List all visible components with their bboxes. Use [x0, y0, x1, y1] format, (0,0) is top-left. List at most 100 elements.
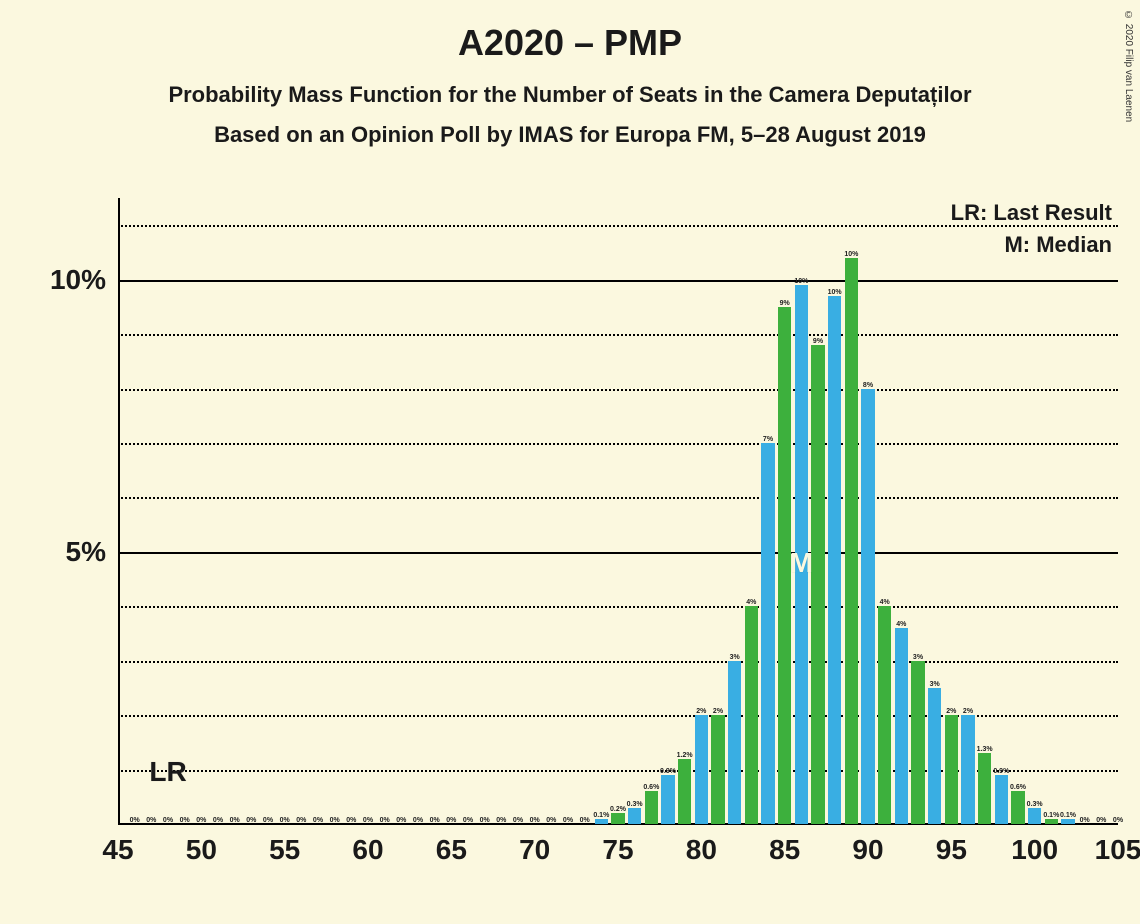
pmf-bar: 0.1% [1045, 819, 1059, 824]
pmf-bar: 0.3% [628, 808, 642, 824]
bar-value-label: 0% [1113, 817, 1123, 824]
pmf-bar: 0.6% [645, 791, 659, 824]
bar-value-label: 9% [813, 338, 823, 345]
x-tick-label: 80 [686, 824, 717, 866]
bar-value-label: 1.2% [677, 752, 693, 759]
gridline-minor [118, 606, 1118, 608]
bar-value-label: 0% [380, 817, 390, 824]
bar-value-label: 2% [696, 708, 706, 715]
bar-value-label: 4% [880, 599, 890, 606]
pmf-bar: 9% [811, 345, 825, 824]
chart-title: A2020 – PMP [0, 0, 1140, 64]
pmf-bar: 0.3% [1028, 808, 1042, 824]
bar-value-label: 0% [346, 817, 356, 824]
pmf-bar: 2% [945, 715, 959, 824]
pmf-bar: 0.6% [1011, 791, 1025, 824]
bar-value-label: 7% [763, 436, 773, 443]
bar-value-label: 0% [363, 817, 373, 824]
bar-value-label: 0% [580, 817, 590, 824]
pmf-bar: 4% [895, 628, 909, 824]
bar-value-label: 0.3% [1027, 801, 1043, 808]
pmf-bar: 3% [928, 688, 942, 824]
bar-value-label: 0% [130, 817, 140, 824]
x-tick-label: 100 [1011, 824, 1058, 866]
x-tick-label: 45 [102, 824, 133, 866]
x-tick-label: 70 [519, 824, 550, 866]
pmf-bar: 0.1% [595, 819, 609, 824]
pmf-bar: 10% [828, 296, 842, 824]
bar-value-label: 0.9% [660, 768, 676, 775]
y-axis-line [118, 198, 120, 824]
bar-value-label: 4% [746, 599, 756, 606]
bar-value-label: 0% [546, 817, 556, 824]
bar-value-label: 0% [563, 817, 573, 824]
bar-value-label: 0% [230, 817, 240, 824]
pmf-bar: 0.2% [611, 813, 625, 824]
pmf-bar: 2% [695, 715, 709, 824]
x-tick-label: 105 [1095, 824, 1140, 866]
pmf-bar: 3% [911, 661, 925, 824]
bar-value-label: 0% [463, 817, 473, 824]
legend-m: M: Median [1004, 232, 1112, 258]
y-tick-label: 5% [66, 536, 118, 568]
bar-value-label: 0% [413, 817, 423, 824]
bar-value-label: 8% [863, 382, 873, 389]
bar-value-label: 0% [246, 817, 256, 824]
bar-value-label: 10% [828, 289, 842, 296]
gridline-minor [118, 443, 1118, 445]
marker-median: M [790, 547, 813, 579]
x-tick-label: 95 [936, 824, 967, 866]
pmf-bar: 1.2% [678, 759, 692, 824]
bar-value-label: 0% [513, 817, 523, 824]
pmf-bar: 2% [711, 715, 725, 824]
x-tick-label: 65 [436, 824, 467, 866]
pmf-bar: 8% [861, 389, 875, 824]
bar-value-label: 2% [963, 708, 973, 715]
bar-value-label: 0% [496, 817, 506, 824]
x-tick-label: 90 [852, 824, 883, 866]
bar-value-label: 0% [163, 817, 173, 824]
bar-value-label: 1.3% [977, 746, 993, 753]
bar-value-label: 0% [446, 817, 456, 824]
x-tick-label: 60 [352, 824, 383, 866]
gridline-minor [118, 334, 1118, 336]
pmf-bar: 7% [761, 443, 775, 824]
bar-value-label: 0% [1096, 817, 1106, 824]
y-tick-label: 10% [50, 264, 118, 296]
bar-value-label: 0% [263, 817, 273, 824]
legend-lr: LR: Last Result [951, 200, 1112, 226]
bar-value-label: 0% [313, 817, 323, 824]
plot-area: 5%10%45505560657075808590951001050%0%0%0… [118, 198, 1118, 824]
gridline-minor [118, 661, 1118, 663]
pmf-bar: 0.9% [661, 775, 675, 824]
bar-value-label: 0% [330, 817, 340, 824]
bar-value-label: 2% [713, 708, 723, 715]
bar-value-label: 0% [480, 817, 490, 824]
bar-value-label: 0.1% [1043, 812, 1059, 819]
pmf-bar: 2% [961, 715, 975, 824]
gridline-minor [118, 497, 1118, 499]
pmf-bar: 1.3% [978, 753, 992, 824]
bar-value-label: 0.9% [993, 768, 1009, 775]
pmf-bar: 4% [878, 606, 892, 824]
bar-value-label: 0% [280, 817, 290, 824]
bar-value-label: 0% [530, 817, 540, 824]
bar-value-label: 0.1% [1060, 812, 1076, 819]
x-tick-label: 85 [769, 824, 800, 866]
bar-value-label: 3% [730, 654, 740, 661]
pmf-bar: 10% [845, 258, 859, 824]
gridline-major [118, 280, 1118, 282]
pmf-chart: 5%10%45505560657075808590951001050%0%0%0… [118, 198, 1118, 824]
bar-value-label: 0.3% [627, 801, 643, 808]
x-tick-label: 55 [269, 824, 300, 866]
x-tick-label: 50 [186, 824, 217, 866]
bar-value-label: 0% [296, 817, 306, 824]
pmf-bar: 0.1% [1061, 819, 1075, 824]
chart-subtitle-2: Based on an Opinion Poll by IMAS for Eur… [0, 122, 1140, 148]
gridline-minor [118, 389, 1118, 391]
pmf-bar: 3% [728, 661, 742, 824]
bar-value-label: 0.6% [643, 784, 659, 791]
bar-value-label: 10% [794, 278, 808, 285]
chart-subtitle-1: Probability Mass Function for the Number… [0, 82, 1140, 108]
bar-value-label: 0.6% [1010, 784, 1026, 791]
